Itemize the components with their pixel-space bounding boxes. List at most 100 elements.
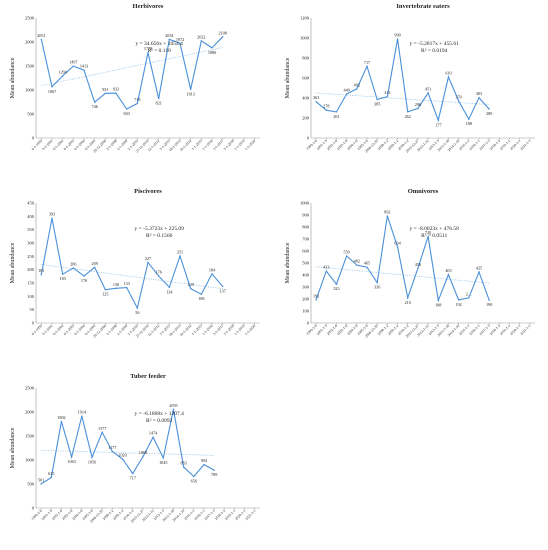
y-tick-label: 150 — [27, 281, 35, 286]
data-label: 193 — [313, 293, 319, 298]
data-label: 2051 — [37, 33, 45, 38]
data-label: 336 — [374, 285, 380, 290]
data-label: 1802 — [57, 415, 65, 420]
data-label: 1413 — [80, 64, 88, 69]
data-point — [203, 463, 205, 466]
y-axis-label: Mean abundance — [10, 427, 16, 468]
data-point — [366, 65, 368, 68]
data-label: 451 — [425, 86, 431, 91]
y-tick-label: 500 — [302, 261, 310, 266]
data-label: 130 — [113, 282, 119, 287]
data-label: 892 — [384, 209, 390, 214]
data-point — [125, 108, 128, 110]
trendline — [41, 47, 223, 87]
data-label: 370 — [455, 95, 461, 100]
data-point — [104, 92, 107, 95]
y-axis-label: Mean abundance — [285, 57, 291, 98]
x-tick-label: 1-1-2020 — [244, 324, 256, 336]
data-point — [221, 285, 224, 288]
series-line — [40, 409, 215, 485]
data-point — [488, 108, 490, 110]
data-point — [51, 217, 53, 219]
data-label: 610 — [445, 71, 451, 76]
y-tick-label: 600 — [302, 249, 310, 254]
data-point — [468, 118, 470, 120]
data-label: 931 — [102, 87, 108, 92]
data-label: 413 — [384, 90, 390, 95]
chart-invertebrate-eaters: Invertebrate eaters Mean abundance 0 200 400… — [285, 3, 535, 154]
trend-equation: y = -8.0023x + 476.58 — [410, 226, 460, 232]
data-point — [121, 458, 124, 460]
data-label: 1067 — [48, 89, 56, 94]
y-tick-label: 300 — [27, 241, 35, 246]
data-label: 251 — [177, 250, 183, 255]
data-point — [93, 266, 96, 268]
y-tick-label: 2000 — [25, 40, 35, 45]
y-tick-label: 700 — [302, 237, 310, 242]
data-point — [104, 288, 107, 291]
data-point — [376, 281, 378, 284]
data-label: 1056 — [88, 459, 96, 464]
data-label: 465 — [364, 261, 370, 266]
data-label: 181 — [38, 268, 44, 273]
data-point — [72, 65, 75, 67]
data-point — [396, 246, 399, 248]
y-tick-label: 2000 — [25, 410, 35, 415]
data-label: 440 — [343, 88, 349, 93]
y-tick-label: 300 — [302, 285, 310, 290]
data-point — [115, 92, 117, 94]
data-label: 2054 — [165, 33, 174, 38]
data-label: 719 — [134, 97, 140, 102]
data-point — [136, 307, 139, 309]
trendline — [316, 92, 490, 105]
y-axis-label: Mean abundance — [285, 242, 291, 283]
data-point — [91, 456, 93, 459]
data-point — [345, 255, 348, 257]
data-point — [211, 273, 213, 275]
y-tick-label: 1200 — [300, 16, 310, 21]
y-tick-label: 400 — [302, 273, 310, 278]
data-label: 821 — [156, 101, 162, 106]
data-point — [335, 283, 338, 285]
y-tick-label: 0 — [32, 136, 35, 141]
data-point — [81, 415, 83, 417]
y-tick-label: 2500 — [25, 16, 35, 21]
data-label: 2055 — [169, 403, 177, 408]
data-label: 363 — [313, 95, 319, 100]
data-point — [162, 457, 164, 459]
data-label: 1880 — [208, 50, 216, 55]
chart-herbivores: Herbivores Mean abundance 0 500 1000 1500 2000… — [10, 3, 260, 154]
data-point — [200, 40, 203, 42]
data-point — [478, 97, 480, 99]
data-point — [427, 235, 429, 238]
y-tick-label: 900 — [302, 213, 310, 218]
y-tick-label: 1000 — [300, 201, 310, 206]
data-point — [221, 36, 224, 38]
data-label: 278 — [323, 104, 329, 109]
data-point — [427, 92, 429, 94]
data-point — [125, 286, 128, 289]
data-point — [407, 111, 409, 113]
data-point — [72, 267, 75, 269]
x-tick-label: 12-1-2012 — [147, 139, 161, 153]
data-label: 56 — [135, 310, 139, 315]
data-label: 403 — [445, 268, 451, 273]
y-tick-label: 0 — [307, 321, 310, 326]
data-label: 108 — [198, 296, 204, 301]
data-point — [447, 76, 450, 78]
y-tick-label: 350 — [27, 227, 35, 232]
data-label: 656 — [191, 479, 197, 484]
data-label: 190 — [486, 302, 492, 307]
data-point — [168, 38, 171, 41]
data-point — [40, 483, 42, 485]
data-point — [335, 111, 338, 113]
data-label: 717 — [130, 476, 136, 481]
data-label: 206 — [70, 262, 76, 267]
data-label: 1045 — [159, 460, 167, 465]
y-tick-label: 2500 — [25, 386, 35, 391]
chart-title: Omnivores — [408, 188, 439, 195]
x-tick-label: 2021-1-1 — [244, 509, 256, 521]
y-tick-label: 0 — [32, 506, 35, 511]
data-label: 746 — [92, 104, 98, 109]
y-tick-label: 100 — [302, 309, 310, 314]
